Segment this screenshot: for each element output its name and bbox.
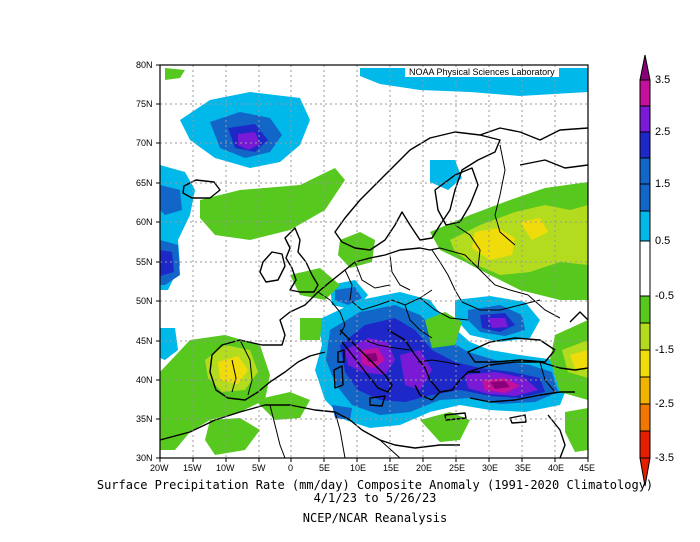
country-borders [231,144,561,458]
lon-label: 10E [350,463,367,473]
lat-label: 55N [136,257,153,267]
lat-label: 50N [136,296,153,306]
lon-label: 20W [150,463,169,473]
lat-label: 45N [136,336,153,346]
gridlines [160,65,588,458]
credit-label: NOAA Physical Sciences Laboratory [405,67,559,77]
colorbar-label: 3.5 [655,74,671,86]
lat-label: 30N [136,453,153,463]
lon-label: 15E [383,463,400,473]
lat-label: 40N [136,375,153,385]
lon-label: 15W [183,463,202,473]
lat-label: 65N [136,178,153,188]
axis-ticks [156,64,589,462]
lon-label: 20E [416,463,433,473]
lon-label: 30E [482,463,499,473]
lon-label: 35E [515,463,532,473]
data-source: NCEP/NCAR Reanalysis [302,511,448,525]
colorbar-label: 1.5 [655,178,671,190]
lon-label: 45E [579,463,596,473]
lon-label: 5W [252,463,266,473]
lat-label: 70N [136,138,153,148]
date-range: 4/1/23 to 5/26/23 [313,491,437,505]
colorbar-label: -3.5 [655,452,674,464]
lon-label: 25E [449,463,466,473]
map-title: Surface Precipitation Rate (mm/day) Comp… [96,478,654,492]
colorbar-label: 2.5 [655,126,671,138]
anomaly-field [160,65,588,458]
lon-label: 10W [216,463,235,473]
lat-label: 60N [136,217,153,227]
colorbar-label: 0.5 [655,235,671,247]
colorbar-label: -1.5 [655,344,674,356]
lat-label: 80N [136,60,153,70]
lon-label: 5E [319,463,331,473]
colorbar [639,54,651,487]
colorbar-label: -2.5 [655,398,674,410]
lat-label: 75N [136,99,153,109]
lon-label: 40E [548,463,565,473]
lat-label: 35N [136,414,153,424]
colorbar-label: -0.5 [655,290,674,302]
lon-label: 0 [288,463,294,473]
